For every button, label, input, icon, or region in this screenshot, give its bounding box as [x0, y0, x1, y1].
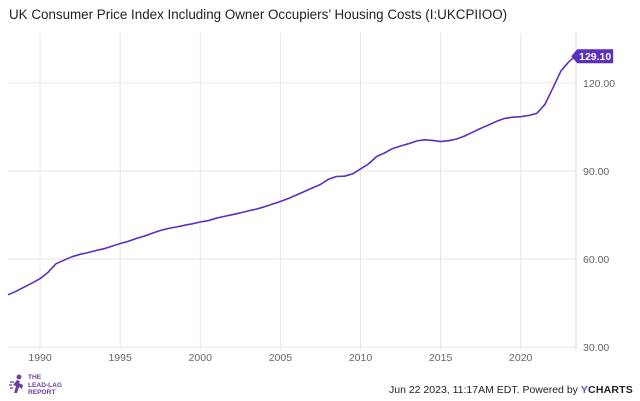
- last-value-label-group: 129.10: [571, 49, 614, 64]
- logo-text: THE LEAD-LAG REPORT: [28, 374, 62, 397]
- x-tick-label: 2010: [349, 352, 373, 364]
- running-figure-logo-icon: [9, 374, 23, 393]
- ycharts-brand[interactable]: YCHARTS: [581, 384, 633, 396]
- axes: 1990 1995 2000 2005 2010 2015 2020 30.00 60.00 90…: [28, 33, 615, 364]
- x-tick-label: 2005: [269, 352, 293, 364]
- ycharts-brand-rest: CHARTS: [588, 384, 633, 396]
- attribution: Jun 22 2023, 11:17AM EDT. Powered by YCH…: [389, 384, 633, 396]
- y-tick-label: 60.00: [583, 254, 609, 266]
- chart-title: UK Consumer Price Index Including Owner …: [9, 7, 508, 22]
- logo-line-1: THE: [28, 374, 42, 381]
- y-tick-label: 90.00: [583, 166, 609, 178]
- logo-line-3: REPORT: [28, 389, 56, 397]
- y-tick-label: 120.00: [583, 78, 615, 90]
- y-tick-label: 30.00: [583, 342, 609, 354]
- x-tick-label: 1990: [28, 352, 52, 364]
- attribution-text: Jun 22 2023, 11:17AM EDT. Powered by: [388, 384, 581, 396]
- last-value-flag: [571, 49, 614, 64]
- x-tick-label: 1995: [108, 352, 132, 364]
- x-tick-label: 2020: [509, 352, 533, 364]
- last-value-label: 129.10: [579, 51, 611, 63]
- series-line: [7, 55, 576, 296]
- x-tick-label: 2015: [429, 352, 453, 364]
- ycharts-brand-y: Y: [580, 384, 589, 396]
- lead-lag-report-logo: THE LEAD-LAG REPORT: [8, 374, 88, 398]
- x-tick-label: 2000: [189, 352, 213, 364]
- logo-line-2: LEAD-LAG: [28, 381, 63, 389]
- series: [7, 55, 576, 296]
- grid: [8, 33, 576, 350]
